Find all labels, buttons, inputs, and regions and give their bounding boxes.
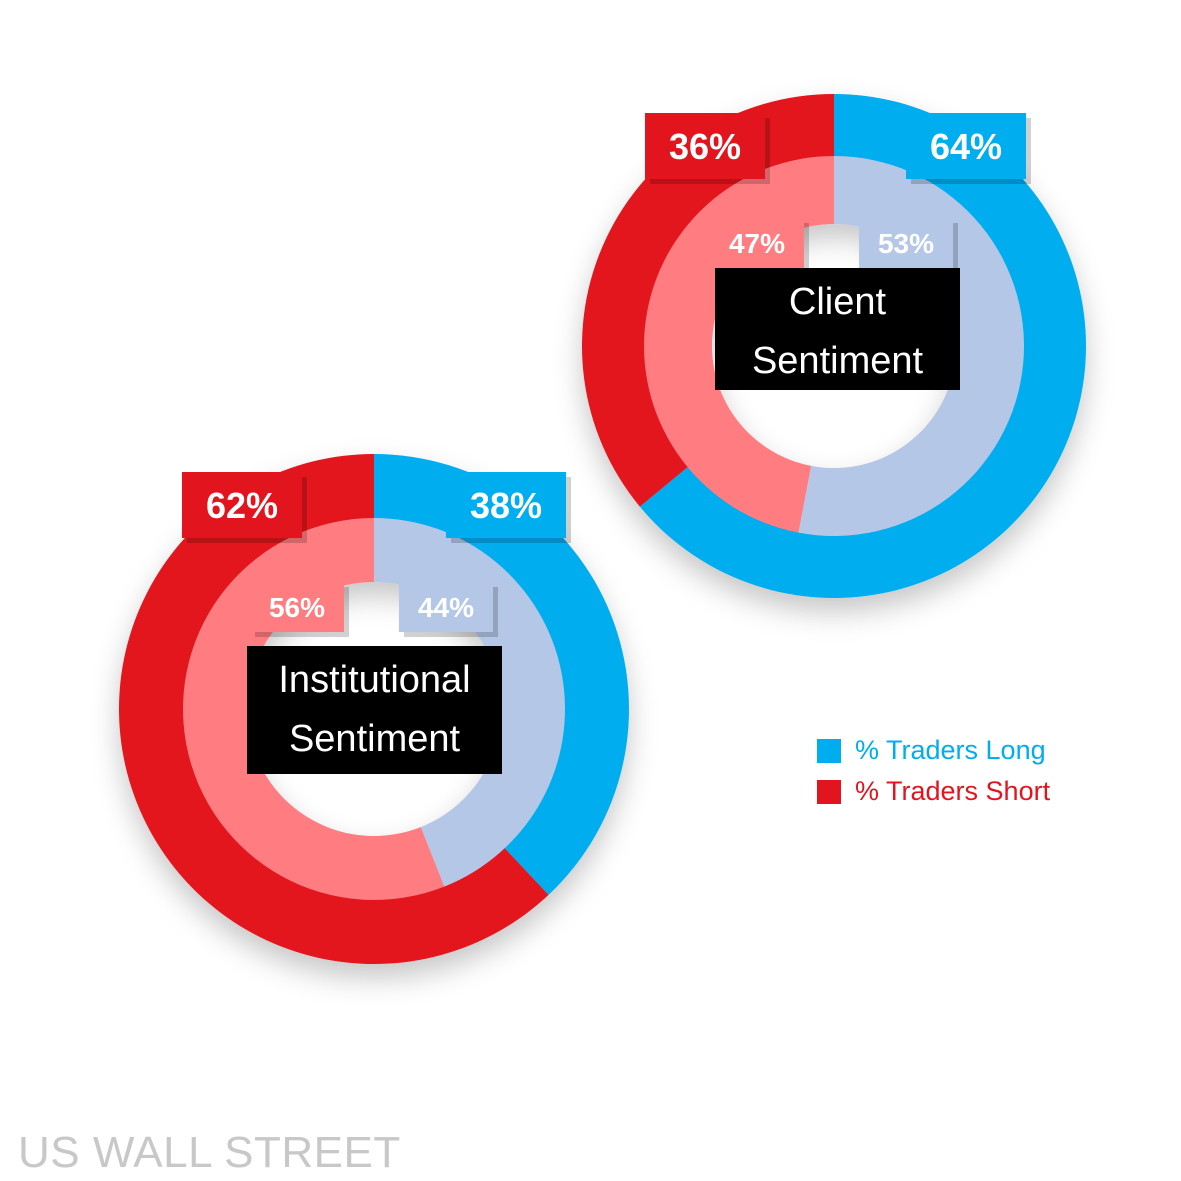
legend-swatch-long xyxy=(817,738,841,763)
legend-label-long: % Traders Long xyxy=(855,735,1046,765)
donut-title: Institutional Sentiment xyxy=(247,646,502,774)
donut-rings xyxy=(119,454,630,965)
outer-slice-long xyxy=(374,454,630,895)
inner-slice-long xyxy=(374,518,565,887)
watermark: US WALL STREET xyxy=(18,1128,401,1177)
outer-label-long: 38% xyxy=(446,472,571,543)
inner-label-short: 56% xyxy=(250,582,349,637)
institutional-sentiment-donut: Institutional Sentiment 38% 62% 44% 56% xyxy=(119,454,630,965)
donut-title-line: Sentiment xyxy=(289,718,461,760)
donut-title-line: Institutional xyxy=(278,659,470,701)
inner-label-short: 47% xyxy=(710,218,809,273)
outer-label-short-box xyxy=(645,113,765,179)
outer-label-short: 36% xyxy=(645,113,770,184)
inner-slice-long xyxy=(798,156,1024,536)
legend-item-long: % Traders Long xyxy=(817,735,1046,766)
inner-label-short-text: 56% xyxy=(269,592,325,623)
outer-label-short-box xyxy=(182,472,302,538)
outer-label-short-text: 62% xyxy=(206,485,278,526)
outer-label-long-box xyxy=(906,113,1026,179)
outer-label-short: 62% xyxy=(182,472,307,543)
inner-label-short-text: 47% xyxy=(729,228,785,259)
legend-swatch-short xyxy=(817,779,841,804)
donut-rings xyxy=(581,94,1086,598)
outer-label-short-text: 36% xyxy=(669,126,741,167)
outer-label-long: 64% xyxy=(906,113,1031,184)
inner-label-long-text: 53% xyxy=(878,228,934,259)
inner-label-short-box xyxy=(250,582,344,632)
legend-label-short: % Traders Short xyxy=(855,776,1051,806)
inner-slice-short xyxy=(643,156,834,533)
outer-label-long-text: 38% xyxy=(470,485,542,526)
inner-label-long-box xyxy=(399,582,493,632)
inner-label-long: 44% xyxy=(399,582,498,637)
donut-title-line: Client xyxy=(789,281,887,323)
outer-label-long-text: 64% xyxy=(930,126,1002,167)
donut-title-box xyxy=(715,268,960,390)
client-sentiment-donut: Client Sentiment 64% 36% 53% 47% xyxy=(581,94,1086,598)
inner-slice-short xyxy=(182,518,445,901)
outer-label-long-box xyxy=(446,472,566,538)
outer-slice-long xyxy=(639,94,1086,598)
outer-slice-short xyxy=(581,94,834,507)
inner-label-short-box xyxy=(710,218,804,268)
legend-item-short: % Traders Short xyxy=(817,776,1050,807)
outer-slice-short xyxy=(119,454,549,965)
inner-label-long-box xyxy=(859,218,953,268)
inner-label-long: 53% xyxy=(859,218,958,273)
donut-title-box xyxy=(247,646,502,774)
donut-title-line: Sentiment xyxy=(752,340,924,382)
inner-label-long-text: 44% xyxy=(418,592,474,623)
donut-title: Client Sentiment xyxy=(715,268,960,390)
